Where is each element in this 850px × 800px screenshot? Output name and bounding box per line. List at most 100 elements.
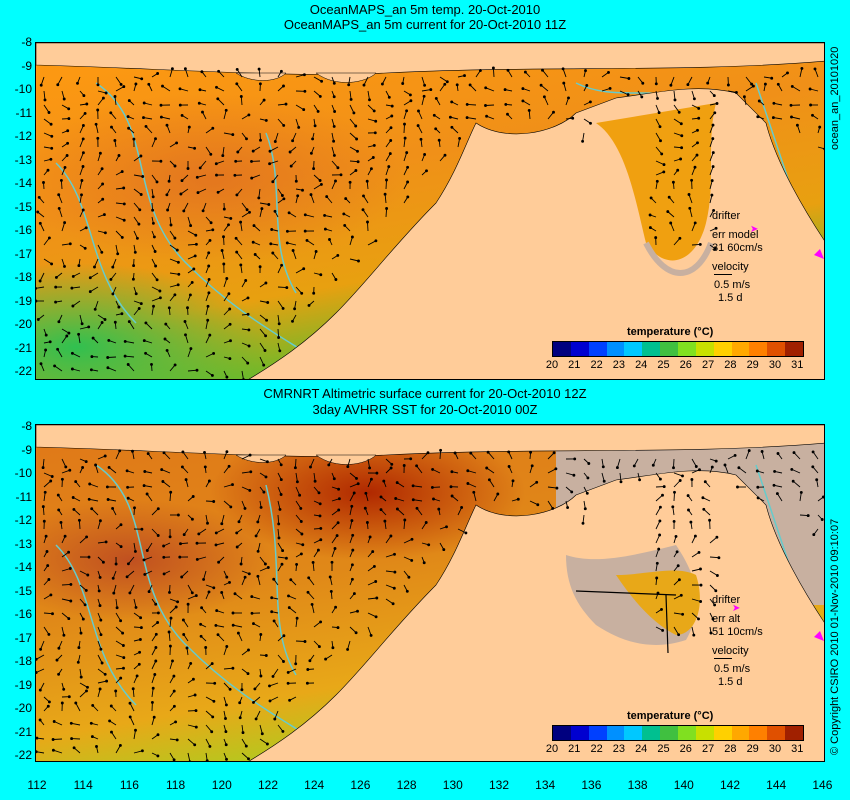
current-arrow-head [173, 293, 177, 297]
current-arrow-head [140, 527, 144, 531]
current-arrow [97, 680, 107, 684]
current-arrow-head [41, 466, 45, 470]
panel2-map[interactable] [35, 424, 825, 762]
current-arrow-head [127, 99, 131, 103]
current-arrow-head [681, 612, 685, 616]
current-arrow [197, 188, 207, 194]
current-arrow-head [521, 99, 525, 103]
current-arrow-head [47, 111, 51, 114]
panel2-lat-label: -19 [14, 677, 32, 692]
current-arrow-head [54, 285, 58, 289]
current-arrow-head [627, 77, 631, 80]
current-arrow-head [253, 687, 257, 691]
current-arrow-head [138, 638, 142, 641]
current-arrow-head [356, 149, 359, 153]
current-arrow-head [77, 646, 81, 650]
current-arrow-head [237, 520, 241, 524]
current-arrow [421, 89, 431, 92]
current-arrow-head [163, 337, 167, 341]
panel1-map[interactable] [35, 42, 825, 380]
current-arrow-head [133, 549, 137, 553]
current-arrow [792, 86, 801, 92]
current-arrow-head [206, 304, 210, 308]
current-arrow-head [212, 500, 216, 503]
current-arrow-head [792, 451, 796, 455]
current-arrow-head [346, 465, 350, 469]
current-arrow-head [259, 633, 263, 636]
current-arrow-head [486, 450, 490, 454]
current-arrow-head [96, 136, 100, 140]
current-arrow-head [229, 505, 233, 509]
current-arrow-head [239, 220, 243, 224]
current-arrow-head [334, 278, 338, 281]
current-arrow-head [279, 493, 283, 496]
colorbar-label: 22 [590, 359, 603, 371]
current-arrow-head [167, 179, 171, 183]
current-arrow-head [122, 202, 126, 206]
panel2-drifter-label: drifter [712, 594, 741, 606]
current-arrow [151, 674, 156, 684]
current-arrow-head [168, 644, 172, 648]
colorbar-swatch [749, 726, 768, 740]
current-arrow-head [83, 603, 87, 607]
current-arrow-head [67, 695, 71, 699]
current-arrow-head [775, 492, 779, 496]
current-arrow [61, 598, 71, 602]
current-arrow-head [771, 116, 775, 120]
panel2-speed-label: 0.5 m/s [714, 663, 751, 675]
current-arrow-head [449, 485, 453, 489]
current-arrow-head [98, 519, 102, 523]
current-arrow-head [307, 576, 311, 580]
current-arrow-head [676, 564, 680, 568]
current-arrow-head [46, 168, 50, 172]
current-arrow-head [36, 318, 40, 321]
panel2-lat-label: -13 [14, 536, 32, 551]
current-arrow-head [385, 207, 389, 210]
current-arrow-head [132, 264, 136, 268]
current-arrow [169, 258, 179, 263]
current-arrow-head [659, 139, 662, 143]
current-arrow-head [162, 572, 166, 576]
current-arrow-head [714, 226, 718, 230]
current-arrow-head [751, 84, 755, 88]
current-arrow-head [140, 77, 144, 81]
current-arrow [223, 667, 233, 670]
current-arrow-head [169, 490, 173, 494]
colorbar-label: 23 [612, 359, 626, 371]
current-arrow-head [655, 576, 659, 580]
current-arrow-head [49, 157, 53, 161]
current-arrow-head [221, 154, 225, 158]
current-arrow-head [469, 451, 473, 455]
current-arrow-head [698, 468, 701, 472]
current-arrow-head [161, 480, 165, 483]
current-arrow-head [88, 290, 92, 294]
current-arrow [151, 528, 159, 536]
current-arrow-head [264, 334, 268, 338]
current-arrow-head [285, 241, 289, 245]
current-arrow-head [405, 589, 409, 593]
colorbar-label: 29 [746, 359, 759, 371]
current-arrow-head [82, 94, 86, 98]
current-arrow-head [658, 505, 662, 509]
current-arrow-head [640, 95, 644, 99]
current-arrow-head [152, 235, 156, 239]
current-arrow-head [186, 602, 190, 606]
current-arrow-head [49, 479, 53, 483]
current-arrow-head [66, 129, 70, 133]
current-arrow-head [319, 526, 323, 530]
current-arrow [187, 369, 198, 372]
current-arrow-head [47, 236, 51, 240]
current-arrow-head [282, 123, 286, 127]
current-arrow-head [121, 644, 125, 647]
current-arrow-head [295, 480, 299, 484]
current-arrow [385, 570, 395, 573]
current-arrow-head [112, 591, 116, 595]
current-arrow-head [139, 616, 143, 620]
current-arrow-head [268, 149, 272, 153]
panel1-colorbar-title: temperature (°C) [627, 326, 714, 338]
current-arrow-head [695, 153, 699, 157]
colorbar-swatch [624, 342, 643, 356]
current-arrow-head [139, 626, 143, 630]
current-arrow-head [192, 267, 196, 271]
current-arrow-head [181, 618, 185, 622]
